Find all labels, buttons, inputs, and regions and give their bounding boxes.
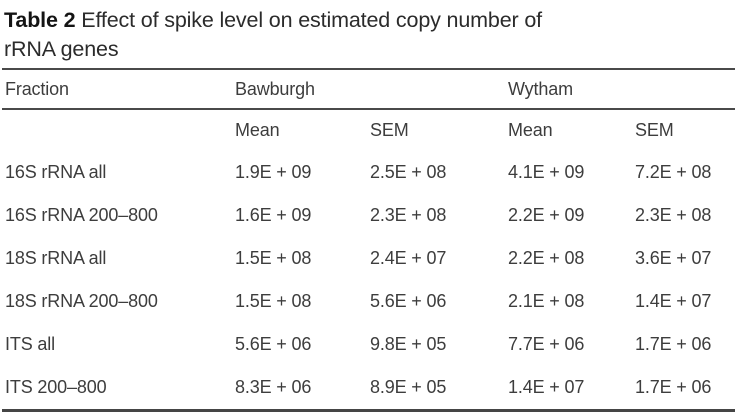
- bawburgh-mean-cell: 8.3E + 06: [235, 377, 312, 397]
- wytham-sem-cell: 2.3E + 08: [635, 205, 712, 225]
- table-row: 18S rRNA all 1.5E + 08 2.4E + 07 2.2E + …: [0, 237, 737, 280]
- fraction-cell: ITS 200–800: [5, 377, 107, 397]
- fraction-cell: 18S rRNA all: [5, 248, 107, 268]
- wytham-sem-cell: 3.6E + 07: [635, 248, 712, 268]
- wytham-mean-cell: 2.1E + 08: [508, 291, 585, 311]
- wytham-mean-cell: 1.4E + 07: [508, 377, 585, 397]
- table-title-text-line1: Effect of spike level on estimated copy …: [81, 8, 543, 32]
- table-header-row: Fraction Bawburgh Wytham: [0, 70, 737, 108]
- rule-under-header: [2, 108, 735, 110]
- bawburgh-mean-cell: 5.6E + 06: [235, 334, 312, 354]
- wytham-sem-cell: 1.4E + 07: [635, 291, 712, 311]
- column-group-bawburgh: Bawburgh: [235, 78, 315, 99]
- column-group-wytham: Wytham: [508, 78, 573, 99]
- table-row: ITS all 5.6E + 06 9.8E + 05 7.7E + 06 1.…: [0, 323, 737, 366]
- column-header-fraction: Fraction: [5, 78, 69, 99]
- table-subheader-row: Mean SEM Mean SEM: [0, 110, 737, 151]
- bawburgh-mean-cell: 1.9E + 09: [235, 162, 312, 182]
- wytham-sem-cell: 1.7E + 06: [635, 334, 712, 354]
- wytham-sem-cell: 1.7E + 06: [635, 377, 712, 397]
- subheader-wytham-mean: Mean: [508, 120, 553, 140]
- subheader-bawburgh-mean: Mean: [235, 120, 280, 140]
- rule-top: [2, 68, 735, 70]
- fraction-cell: 18S rRNA 200–800: [5, 291, 158, 311]
- wytham-mean-cell: 7.7E + 06: [508, 334, 585, 354]
- bawburgh-sem-cell: 2.4E + 07: [370, 248, 447, 268]
- bawburgh-sem-cell: 2.3E + 08: [370, 205, 447, 225]
- wytham-sem-cell: 7.2E + 08: [635, 162, 712, 182]
- bawburgh-mean-cell: 1.6E + 09: [235, 205, 312, 225]
- bawburgh-sem-cell: 5.6E + 06: [370, 291, 447, 311]
- table-title-label: Table 2: [4, 8, 76, 32]
- wytham-mean-cell: 4.1E + 09: [508, 162, 585, 182]
- fraction-cell: 16S rRNA 200–800: [5, 205, 158, 225]
- rule-bottom: [2, 409, 735, 412]
- subheader-bawburgh-sem: SEM: [370, 120, 409, 140]
- fraction-cell: ITS all: [5, 334, 55, 354]
- wytham-mean-cell: 2.2E + 08: [508, 248, 585, 268]
- bawburgh-sem-cell: 2.5E + 08: [370, 162, 447, 182]
- table-title-text-line2: rRNA genes: [4, 37, 119, 61]
- table-row: ITS 200–800 8.3E + 06 8.9E + 05 1.4E + 0…: [0, 366, 737, 409]
- wytham-mean-cell: 2.2E + 09: [508, 205, 585, 225]
- table-title: Table 2 Effect of spike level on estimat…: [0, 0, 737, 64]
- table-row: 18S rRNA 200–800 1.5E + 08 5.6E + 06 2.1…: [0, 280, 737, 323]
- fraction-cell: 16S rRNA all: [5, 162, 107, 182]
- bawburgh-sem-cell: 8.9E + 05: [370, 377, 447, 397]
- bawburgh-mean-cell: 1.5E + 08: [235, 248, 312, 268]
- bawburgh-mean-cell: 1.5E + 08: [235, 291, 312, 311]
- table-row: 16S rRNA 200–800 1.6E + 09 2.3E + 08 2.2…: [0, 194, 737, 237]
- table-row: 16S rRNA all 1.9E + 09 2.5E + 08 4.1E + …: [0, 151, 737, 194]
- subheader-wytham-sem: SEM: [635, 120, 674, 140]
- bawburgh-sem-cell: 9.8E + 05: [370, 334, 447, 354]
